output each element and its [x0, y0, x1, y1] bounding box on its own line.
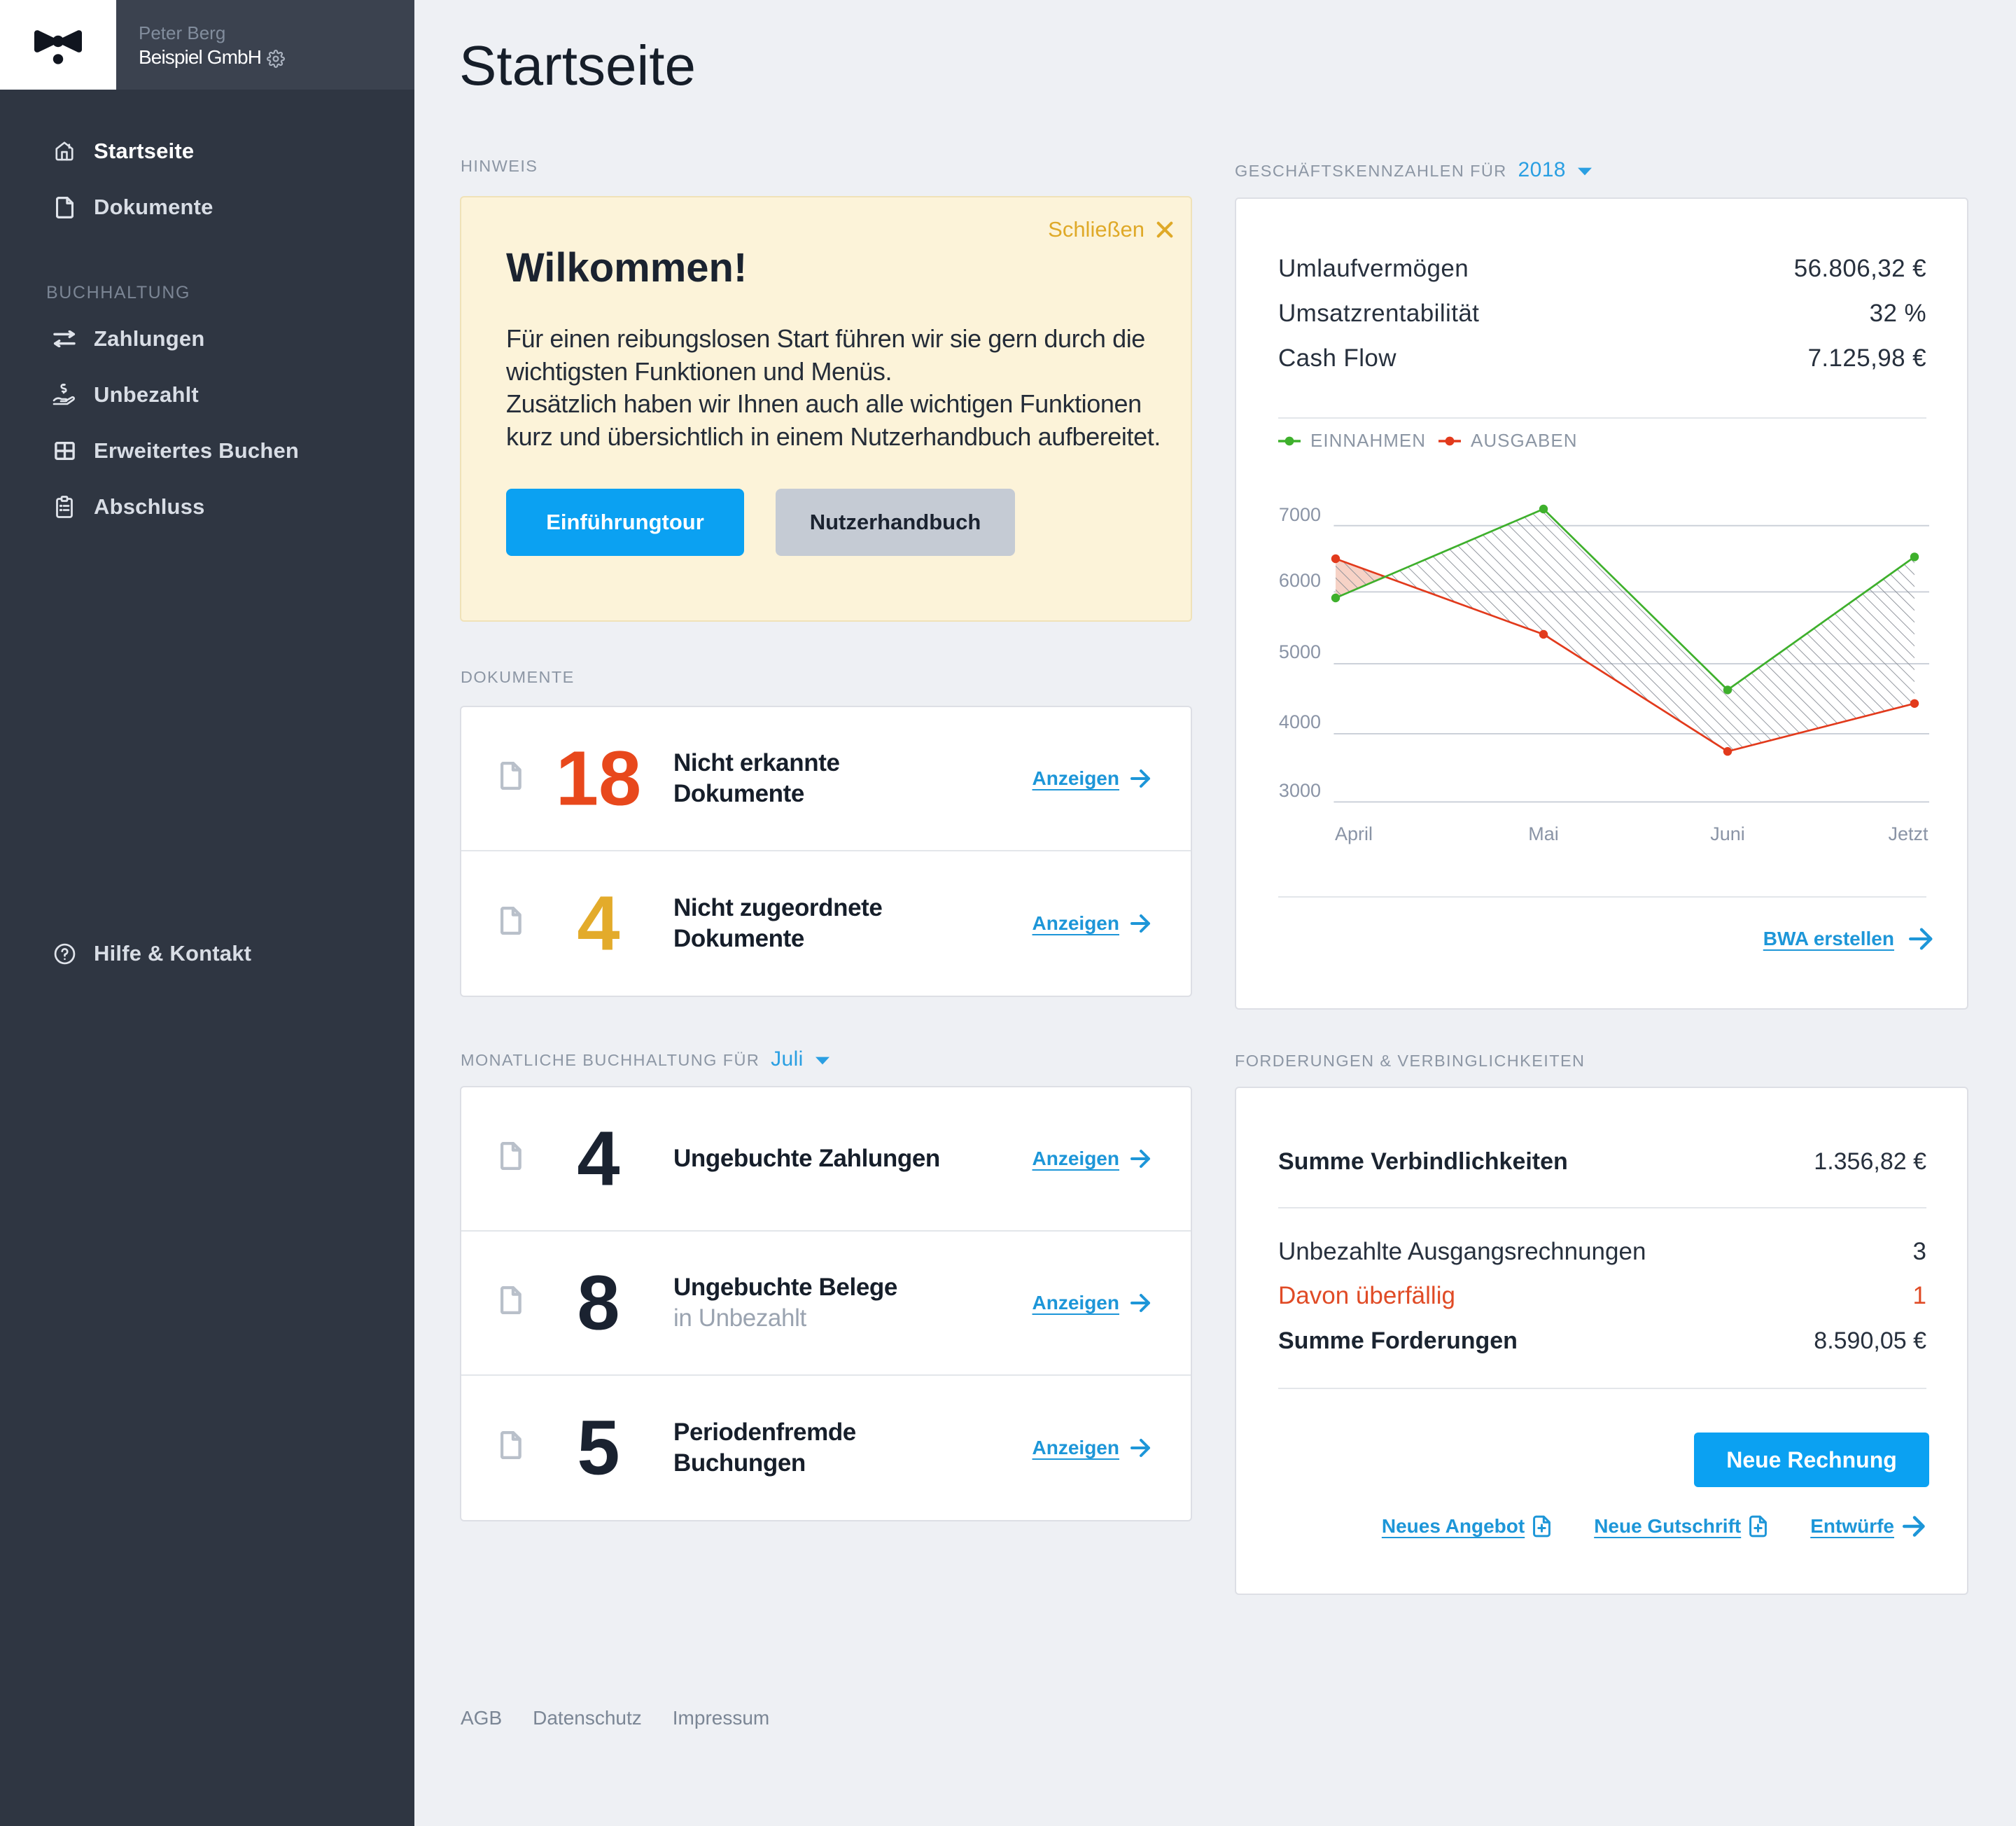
- svg-text:7000: 7000: [1279, 504, 1321, 525]
- svg-text:April: April: [1335, 823, 1373, 844]
- svg-text:5000: 5000: [1279, 641, 1321, 662]
- svg-text:Mai: Mai: [1528, 823, 1559, 844]
- svg-text:3000: 3000: [1279, 780, 1321, 801]
- svg-text:Juni: Juni: [1710, 823, 1745, 844]
- svg-text:Jetzt: Jetzt: [1888, 823, 1928, 844]
- svg-text:6000: 6000: [1279, 570, 1321, 591]
- svg-text:4000: 4000: [1279, 711, 1321, 732]
